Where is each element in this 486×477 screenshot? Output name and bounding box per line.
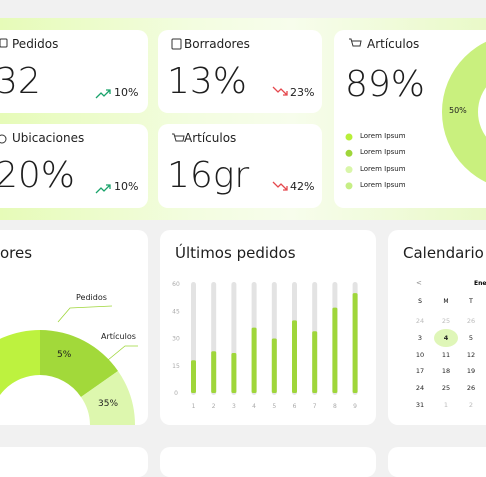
icon	[349, 38, 362, 47]
annotation: Artículos	[101, 332, 136, 341]
legend-swatch	[345, 133, 353, 141]
kpi-card	[0, 124, 148, 208]
kpi-card	[158, 124, 322, 208]
y-tick-label: 60	[172, 281, 180, 288]
donut-segment	[40, 330, 118, 397]
day[interactable]: 25	[442, 384, 450, 392]
weekday: M	[443, 298, 448, 305]
day[interactable]: 17	[416, 367, 424, 375]
kpi-change: 10%	[114, 86, 139, 99]
x-tick-label: 1	[192, 403, 196, 410]
x-tick-label: 7	[313, 403, 317, 410]
x-tick-label: 8	[333, 403, 337, 410]
kpi-label: Pedidos	[12, 37, 59, 51]
donut-label: 5%	[57, 350, 72, 360]
kpi-value: 16gr	[167, 155, 250, 196]
kpi-label: Ubicaciones	[12, 131, 85, 145]
kpi-value: 13%	[167, 61, 248, 102]
legend-label: Lorem Ipsum	[360, 132, 406, 140]
selected-day	[434, 329, 458, 347]
trend-down-icon	[272, 86, 288, 96]
bar	[251, 327, 257, 393]
annotation-line	[107, 345, 138, 361]
kpi-change: 42%	[290, 180, 315, 193]
icon	[0, 38, 8, 48]
day[interactable]: 25	[442, 317, 450, 325]
x-tick-label: 6	[293, 403, 297, 410]
legend-swatch	[345, 166, 353, 174]
day[interactable]: 1	[444, 401, 448, 409]
kpi-label: Artículos	[184, 131, 237, 145]
trend-down-icon	[272, 181, 288, 191]
x-tick-label: 3	[232, 403, 236, 410]
trend-up-icon	[95, 184, 111, 194]
kpi-label: Borradores	[184, 37, 250, 51]
donut-segment	[0, 330, 40, 396]
legend-label: Lorem Ipsum	[360, 148, 406, 157]
kpi-card	[158, 30, 322, 113]
day[interactable]: 10	[416, 351, 424, 359]
chart-title: Últimos pedidos	[175, 244, 296, 262]
trend-up-icon	[95, 89, 111, 99]
bar	[191, 360, 196, 393]
kpi-change: 10%	[114, 180, 139, 193]
dashboard: {"kpis":[ {"label":"Pedidos","value":"32…	[0, 18, 486, 477]
legend-swatch	[345, 149, 353, 157]
card-title: Artículos	[367, 37, 420, 51]
legend-swatch	[345, 182, 353, 190]
icon	[171, 38, 182, 50]
kpi-change: 23%	[290, 86, 315, 99]
bar	[352, 293, 358, 393]
bar	[332, 307, 338, 393]
weekday: S	[418, 298, 422, 305]
day[interactable]: 18	[442, 367, 450, 375]
y-tick-label: 0	[174, 390, 178, 397]
donut	[442, 41, 486, 183]
card-title: ores	[0, 244, 33, 262]
day[interactable]: 26	[467, 317, 475, 325]
day[interactable]: 12	[467, 351, 475, 359]
day[interactable]: 24	[416, 317, 424, 325]
calendar-card	[388, 230, 486, 425]
kpi-value: 89%	[345, 64, 426, 105]
month-label: Ene	[474, 280, 486, 287]
annotation-line	[57, 305, 113, 323]
annotation: Pedidos	[76, 293, 107, 302]
day[interactable]: 31	[416, 401, 424, 409]
bar	[211, 351, 217, 393]
day[interactable]: 4	[444, 334, 449, 342]
icon	[172, 133, 185, 142]
icon	[0, 134, 7, 144]
day[interactable]: 5	[469, 334, 473, 342]
day[interactable]: 11	[442, 351, 450, 359]
donut-segment	[81, 371, 135, 425]
day[interactable]: 3	[418, 334, 422, 342]
x-tick-label: 9	[353, 403, 357, 410]
x-tick-label: 2	[212, 403, 216, 410]
donut-label: 50%	[449, 106, 467, 115]
bar	[231, 353, 237, 393]
prev-button[interactable]: <	[416, 279, 422, 287]
y-tick-label: 45	[172, 308, 180, 315]
weekday: T	[468, 298, 473, 305]
day[interactable]: 24	[416, 384, 424, 392]
bar	[292, 320, 297, 393]
day[interactable]: 2	[469, 401, 473, 409]
kpi-value: 20%	[0, 155, 76, 196]
day[interactable]: 26	[467, 384, 475, 392]
legend-label: Lorem Ipsum	[360, 180, 406, 189]
bar	[271, 338, 277, 393]
kpi-value: 32	[0, 61, 41, 102]
day[interactable]: 19	[467, 367, 475, 375]
y-tick-label: 15	[172, 363, 180, 370]
bar	[312, 331, 318, 393]
donut-label: 35%	[98, 399, 119, 409]
card-title: Calendario	[403, 244, 484, 262]
x-tick-label: 4	[252, 403, 256, 410]
legend-label: Lorem Ipsum	[360, 164, 406, 173]
y-tick-label: 30	[172, 336, 180, 343]
kpi-card	[0, 30, 148, 113]
x-tick-label: 5	[272, 403, 276, 410]
